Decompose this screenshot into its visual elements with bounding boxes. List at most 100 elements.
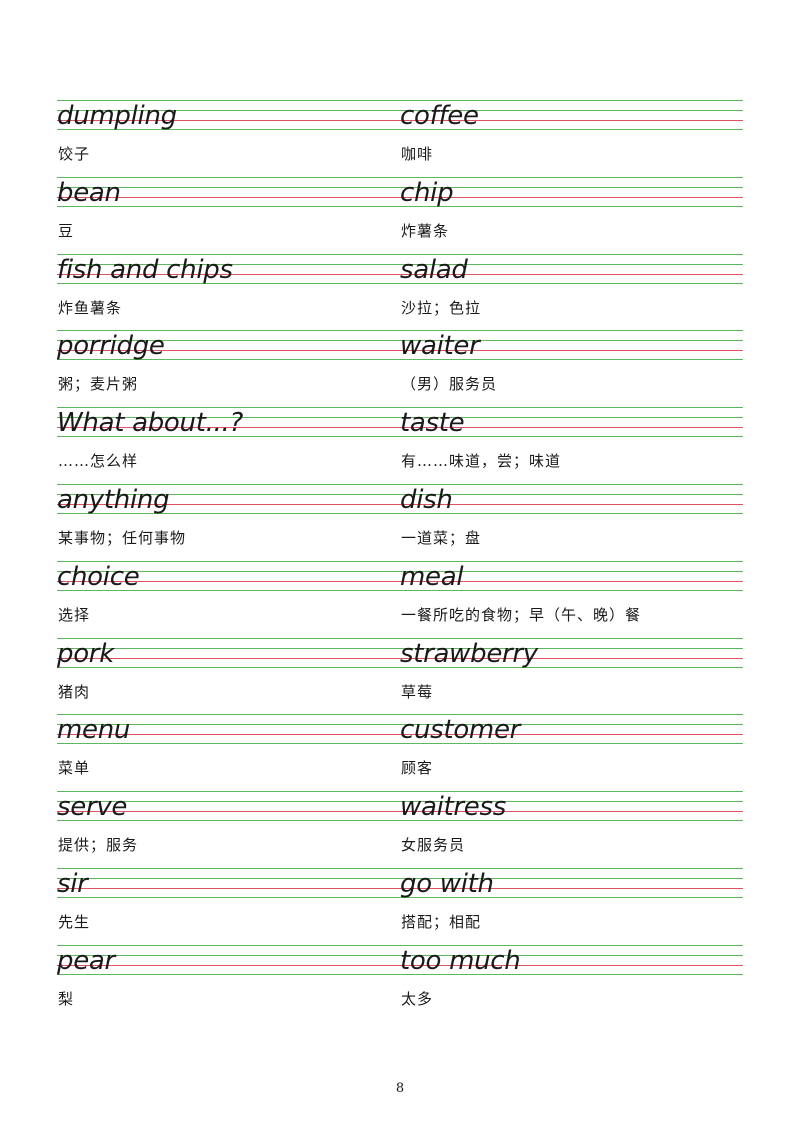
guide-line-top (57, 100, 743, 101)
english-word: anything (57, 485, 170, 515)
english-word: chip (400, 178, 454, 208)
guide-line-upper (57, 340, 743, 341)
vocab-row: pear 梨 too much 太多 (57, 945, 743, 1022)
chinese-meaning: 炸薯条 (401, 222, 450, 240)
vocab-entry-left: fish and chips 炸鱼薯条 (57, 254, 397, 331)
english-word: strawberry (400, 639, 538, 669)
vocab-row: pork 猪肉 strawberry 草莓 (57, 638, 743, 715)
chinese-meaning: 豆 (58, 222, 75, 240)
english-word: menu (57, 715, 131, 745)
vocab-entry-right: chip 炸薯条 (400, 177, 740, 254)
guide-line-lower (57, 129, 743, 130)
guide-line-baseline (57, 811, 743, 812)
guide-line-top (57, 561, 743, 562)
guide-line-lower (57, 590, 743, 591)
english-word: waitress (400, 792, 506, 822)
vocab-entry-right: meal 一餐所吃的食物；早（午、晚）餐 (400, 561, 740, 638)
guide-line-top (57, 407, 743, 408)
chinese-meaning: 咖啡 (401, 145, 434, 163)
guide-line-baseline (57, 350, 743, 351)
vocab-entry-right: salad 沙拉；色拉 (400, 254, 740, 331)
chinese-meaning: （男）服务员 (401, 375, 498, 393)
guide-line-upper (57, 264, 743, 265)
guide-line-baseline (57, 658, 743, 659)
chinese-meaning: 菜单 (58, 759, 91, 777)
chinese-meaning: ……怎么样 (58, 452, 139, 470)
vocab-row: porridge 粥；麦片粥 waiter （男）服务员 (57, 330, 743, 407)
page-number: 8 (395, 1081, 405, 1096)
chinese-meaning: 太多 (401, 990, 434, 1008)
guide-line-top (57, 714, 743, 715)
chinese-meaning: 沙拉；色拉 (401, 299, 482, 317)
vocab-entry-left: bean 豆 (57, 177, 397, 254)
vocab-entry-left: dumpling 饺子 (57, 100, 397, 177)
guide-line-top (57, 791, 743, 792)
chinese-meaning: 一餐所吃的食物；早（午、晚）餐 (401, 606, 642, 624)
guide-line-upper (57, 110, 743, 111)
english-word: serve (57, 792, 128, 822)
chinese-meaning: 炸鱼薯条 (58, 299, 123, 317)
vocab-entry-left: menu 菜单 (57, 714, 397, 791)
vocab-entry-left: porridge 粥；麦片粥 (57, 330, 397, 407)
guide-line-baseline (57, 120, 743, 121)
guide-line-top (57, 945, 743, 946)
vocab-entry-right: coffee 咖啡 (400, 100, 740, 177)
vocab-entry-left: pear 梨 (57, 945, 397, 1022)
guide-line-upper (57, 571, 743, 572)
guide-line-top (57, 868, 743, 869)
vocab-entry-left: What about...? ……怎么样 (57, 407, 397, 484)
english-word: taste (400, 408, 465, 438)
english-word: porridge (57, 331, 165, 361)
guide-line-baseline (57, 734, 743, 735)
guide-line-upper (57, 494, 743, 495)
english-word: What about...? (57, 408, 243, 438)
guide-line-lower (57, 820, 743, 821)
guide-line-upper (57, 878, 743, 879)
guide-line-top (57, 638, 743, 639)
chinese-meaning: 草莓 (401, 683, 434, 701)
guide-line-lower (57, 283, 743, 284)
vocab-entry-left: sir 先生 (57, 868, 397, 945)
english-word: dish (400, 485, 453, 515)
vocab-entry-right: too much 太多 (400, 945, 740, 1022)
vocab-entry-right: waitress 女服务员 (400, 791, 740, 868)
chinese-meaning: 饺子 (58, 145, 91, 163)
chinese-meaning: 先生 (58, 913, 91, 931)
chinese-meaning: 搭配；相配 (401, 913, 482, 931)
chinese-meaning: 一道菜；盘 (401, 529, 482, 547)
english-word: waiter (400, 331, 480, 361)
english-word: customer (400, 715, 521, 745)
guide-line-lower (57, 436, 743, 437)
chinese-meaning: 粥；麦片粥 (58, 375, 139, 393)
chinese-meaning: 有……味道，尝；味道 (401, 452, 562, 470)
vocab-row: What about...? ……怎么样 taste 有……味道，尝；味道 (57, 407, 743, 484)
guide-line-lower (57, 974, 743, 975)
vocab-entry-right: customer 顾客 (400, 714, 740, 791)
english-word: dumpling (57, 101, 177, 131)
vocab-entry-left: choice 选择 (57, 561, 397, 638)
english-word: fish and chips (57, 255, 233, 285)
chinese-meaning: 猪肉 (58, 683, 91, 701)
guide-line-baseline (57, 888, 743, 889)
guide-line-upper (57, 187, 743, 188)
vocab-entry-right: waiter （男）服务员 (400, 330, 740, 407)
chinese-meaning: 梨 (58, 990, 75, 1008)
vocab-row: bean 豆 chip 炸薯条 (57, 177, 743, 254)
guide-line-lower (57, 359, 743, 360)
english-word: choice (57, 562, 140, 592)
vocab-row: sir 先生 go with 搭配；相配 (57, 868, 743, 945)
vocab-entry-left: pork 猪肉 (57, 638, 397, 715)
vocab-row: serve 提供；服务 waitress 女服务员 (57, 791, 743, 868)
vocab-entry-right: strawberry 草莓 (400, 638, 740, 715)
vocab-entry-right: taste 有……味道，尝；味道 (400, 407, 740, 484)
guide-line-baseline (57, 274, 743, 275)
vocab-entry-right: dish 一道菜；盘 (400, 484, 740, 561)
vocab-row: anything 某事物；任何事物 dish 一道菜；盘 (57, 484, 743, 561)
guide-line-baseline (57, 427, 743, 428)
vocab-row: fish and chips 炸鱼薯条 salad 沙拉；色拉 (57, 254, 743, 331)
vocab-entry-left: anything 某事物；任何事物 (57, 484, 397, 561)
guide-line-upper (57, 724, 743, 725)
guide-line-upper (57, 955, 743, 956)
guide-line-lower (57, 743, 743, 744)
